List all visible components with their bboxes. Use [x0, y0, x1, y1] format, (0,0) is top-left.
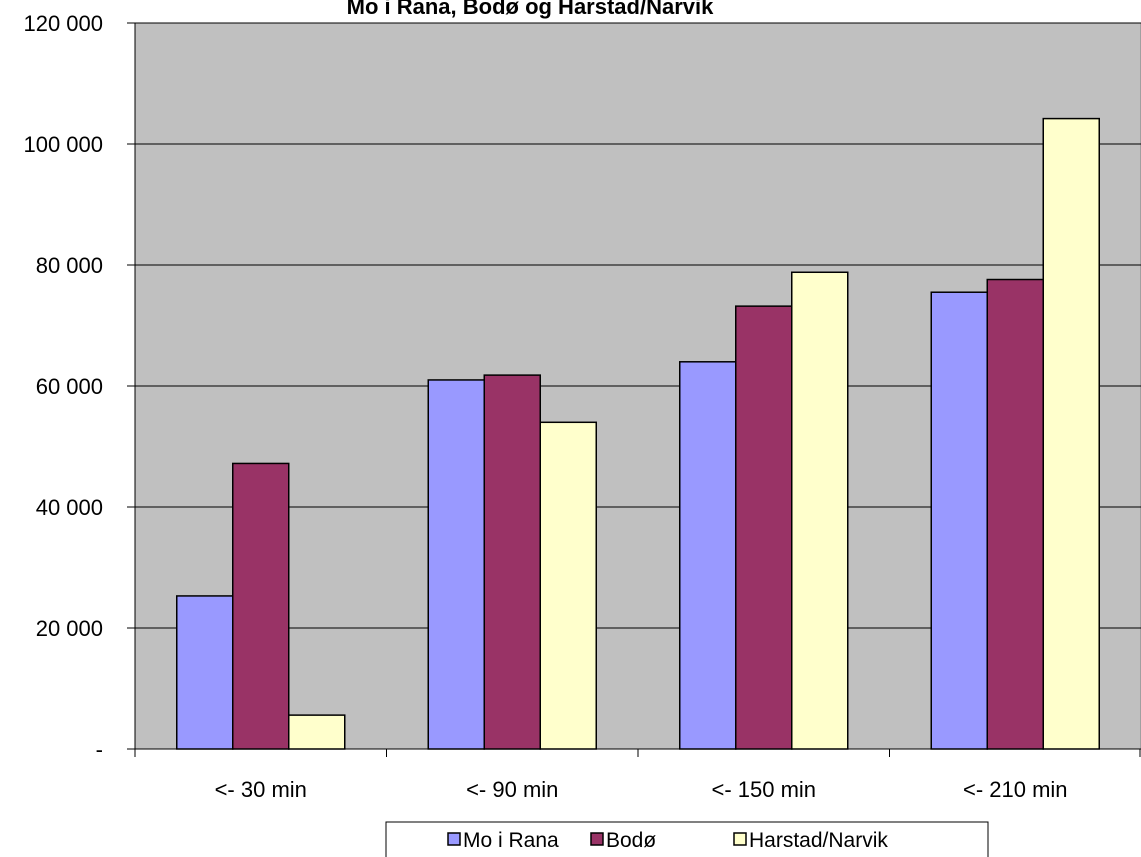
legend-label: Harstad/Narvik: [749, 829, 888, 852]
bar: [791, 271, 849, 750]
bar: [679, 361, 737, 750]
legend-swatch: [590, 832, 604, 846]
bar: [539, 421, 597, 750]
bar: [288, 714, 346, 750]
y-tick-label: -: [96, 737, 103, 762]
y-tick-label: 120 000: [23, 11, 103, 36]
x-tick-label: <- 90 min: [466, 777, 558, 802]
bar: [427, 379, 485, 750]
x-tick-label: <- 30 min: [215, 777, 307, 802]
bar: [232, 462, 290, 750]
x-tick-label: <- 210 min: [963, 777, 1068, 802]
legend-swatch: [447, 832, 461, 846]
y-tick-label: 60 000: [36, 374, 103, 399]
y-tick-label: 40 000: [36, 495, 103, 520]
y-tick-label: 20 000: [36, 616, 103, 641]
chart-title: Mo i Rana, Bodø og Harstad/Narvik: [347, 0, 714, 19]
y-tick-label: 100 000: [23, 132, 103, 157]
legend-box: [385, 821, 989, 857]
x-tick-label: <- 150 min: [711, 777, 816, 802]
legend-label: Bodø: [606, 829, 656, 852]
bar: [930, 291, 988, 750]
bar: [176, 595, 234, 750]
bar: [483, 374, 541, 750]
bar: [986, 278, 1044, 750]
y-tick-label: 80 000: [36, 253, 103, 278]
bar: [1042, 117, 1100, 750]
bar: [735, 305, 793, 750]
legend-label: Mo i Rana: [463, 829, 559, 852]
legend-swatch: [733, 832, 747, 846]
